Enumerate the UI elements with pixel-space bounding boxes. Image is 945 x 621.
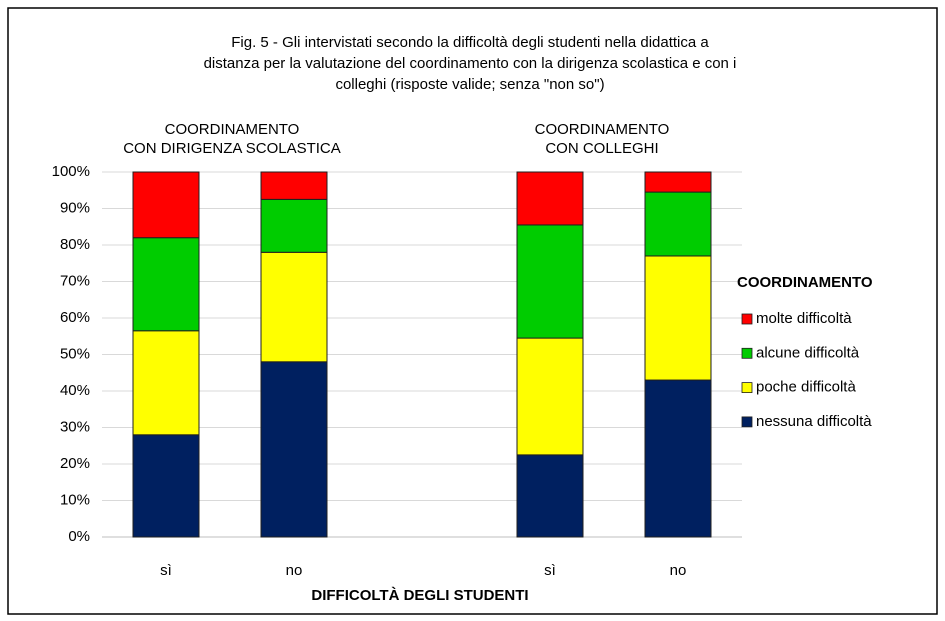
legend-swatch xyxy=(741,382,753,394)
y-tick-label: 60% xyxy=(60,309,90,326)
y-tick-label: 80% xyxy=(60,236,90,253)
bar-segment xyxy=(132,237,200,332)
bar-segment xyxy=(516,454,584,538)
legend-swatch xyxy=(741,347,753,359)
bar-segment xyxy=(260,251,328,363)
y-tick-label: 10% xyxy=(60,491,90,508)
group-label: COORDINAMENTO xyxy=(165,121,300,138)
x-tick-label: no xyxy=(286,562,303,579)
chart-title: distanza per la valutazione del coordina… xyxy=(204,55,737,72)
bar-segment xyxy=(132,434,200,538)
bar-segment xyxy=(644,255,712,381)
y-tick-label: 30% xyxy=(60,418,90,435)
bar-segment xyxy=(260,361,328,538)
bar-segment xyxy=(516,337,584,456)
legend-title: COORDINAMENTO xyxy=(737,274,873,291)
bar-segment xyxy=(516,224,584,339)
bar-segment xyxy=(644,171,712,193)
legend-label: nessuna difficoltà xyxy=(756,413,872,430)
chart-title: colleghi (risposte valide; senza "non so… xyxy=(335,76,604,93)
x-tick-label: no xyxy=(670,562,687,579)
bar-segment xyxy=(260,198,328,253)
y-tick-label: 0% xyxy=(68,528,90,545)
legend-label: poche difficoltà xyxy=(756,379,856,396)
x-tick-label: sì xyxy=(160,562,172,579)
y-tick-label: 100% xyxy=(52,163,90,180)
group-label: CON DIRIGENZA SCOLASTICA xyxy=(123,140,341,157)
x-axis-title: DIFFICOLTÀ DEGLI STUDENTI xyxy=(311,587,528,604)
legend-label: molte difficoltà xyxy=(756,310,852,327)
y-tick-label: 40% xyxy=(60,382,90,399)
group-label: CON COLLEGHI xyxy=(545,140,658,157)
bar-segment xyxy=(644,379,712,538)
y-tick-label: 50% xyxy=(60,345,90,362)
bar-segment xyxy=(260,171,328,200)
bar-segment xyxy=(132,330,200,436)
group-label: COORDINAMENTO xyxy=(535,121,670,138)
bar-segment xyxy=(516,171,584,226)
y-tick-label: 90% xyxy=(60,199,90,216)
bar-segment xyxy=(644,191,712,257)
bar-segment xyxy=(132,171,200,239)
chart-title: Fig. 5 - Gli intervistati secondo la dif… xyxy=(231,34,709,51)
x-tick-label: sì xyxy=(544,562,556,579)
y-tick-label: 70% xyxy=(60,272,90,289)
y-tick-label: 20% xyxy=(60,455,90,472)
legend-label: alcune difficoltà xyxy=(756,344,860,361)
legend-swatch xyxy=(741,416,753,428)
legend-swatch xyxy=(741,313,753,325)
